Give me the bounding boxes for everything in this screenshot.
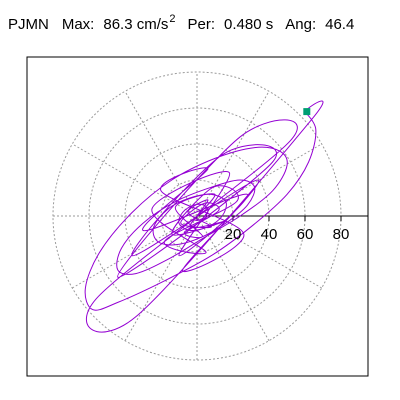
max-value: 86.3 cm/s: [103, 16, 169, 33]
plot-frame: [26, 56, 369, 377]
ang-label: Ang:: [285, 16, 317, 33]
peak-marker: [303, 108, 311, 116]
x-tick-label-40: 40: [261, 226, 278, 243]
motion-trace-0: [84, 100, 324, 333]
x-tick-label-80: 80: [333, 226, 350, 243]
per-value: 0.480 s: [224, 16, 274, 33]
per-label: Per:: [187, 16, 216, 33]
header-readout: PJMN Max: 86.3 cm/s2 Per: 0.480 s Ang: 46.4: [8, 13, 355, 36]
x-tick-label-20: 20: [225, 226, 242, 243]
station-code: PJMN: [8, 16, 49, 33]
tick-labels: 20 40 60 80: [225, 226, 350, 243]
ang-value: 46.4: [325, 16, 355, 33]
max-unit-exponent: 2: [169, 13, 176, 25]
trace-group: [84, 100, 324, 333]
axes: [196, 215, 368, 221]
x-tick-label-60: 60: [297, 226, 314, 243]
max-label: Max:: [61, 16, 95, 33]
